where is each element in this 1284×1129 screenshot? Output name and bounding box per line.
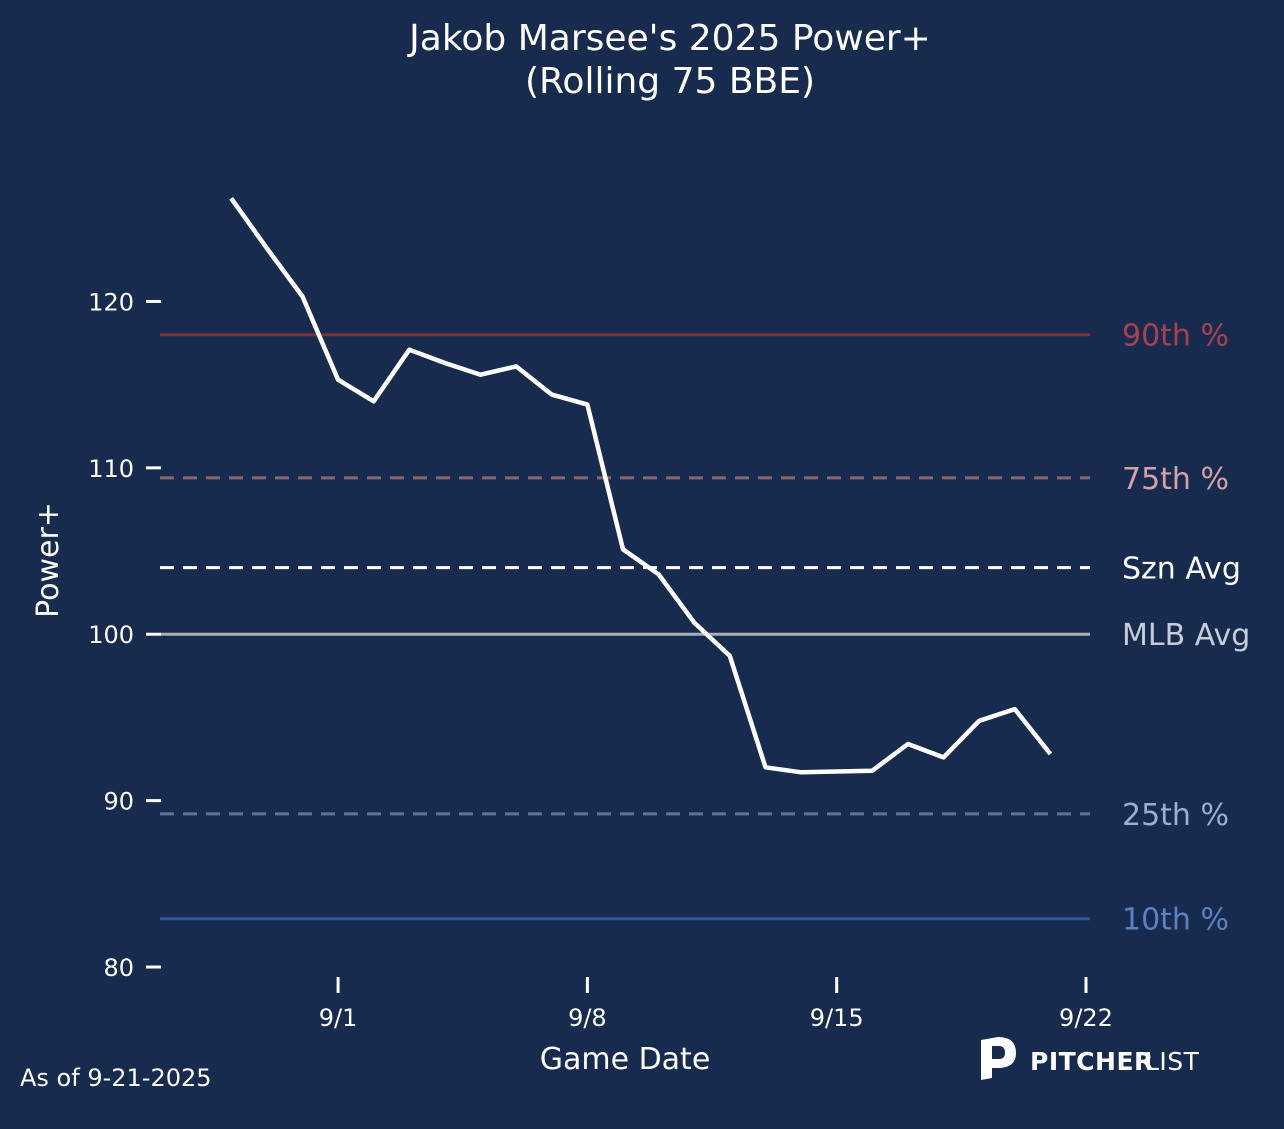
y-tick-label-80: 80 [103,954,134,982]
reference-lines [160,333,1090,921]
x-tick-label-9-15: 9/15 [810,1004,864,1032]
series-layer [229,196,1053,775]
x-axis: 9/1 9/8 9/15 9/22 [319,977,1113,1032]
pitcherlist-logo-icon [981,1037,1016,1080]
y-tick-label-100: 100 [88,621,134,649]
brand-name-light: LIST [1145,1047,1200,1076]
y-tick-label-110: 110 [88,455,134,483]
ref-label-szn-avg: Szn Avg [1122,552,1241,587]
pitcherlist-logo: PITCHER LIST [981,1037,1200,1080]
x-tick-label-9-8: 9/8 [568,1004,607,1032]
x-tick-label-9-22: 9/22 [1059,1004,1113,1032]
as-of-date: As of 9-21-2025 [20,1064,212,1092]
ref-label-90th: 90th % [1122,319,1229,354]
ref-label-25th: 25th % [1122,798,1229,833]
ref-label-mlb-avg: MLB Avg [1122,618,1250,653]
series-line-power-plus [229,196,1053,775]
y-axis: 80 90 100 110 120 [88,288,161,982]
y-tick-label-90: 90 [103,788,134,816]
ref-label-10th: 10th % [1122,903,1229,938]
chart-subtitle: (Rolling 75 BBE) [525,61,815,102]
y-tick-label-120: 120 [88,288,134,316]
x-tick-label-9-1: 9/1 [319,1004,358,1032]
chart-title: Jakob Marsee's 2025 Power+ [407,18,931,59]
ref-label-75th: 75th % [1122,462,1229,497]
x-axis-title: Game Date [540,1042,711,1077]
brand-name-bold: PITCHER [1030,1047,1154,1076]
reference-labels: 90th % 75th % Szn Avg MLB Avg 25th % 10th % [1122,319,1250,938]
y-axis-title: Power+ [31,502,66,618]
